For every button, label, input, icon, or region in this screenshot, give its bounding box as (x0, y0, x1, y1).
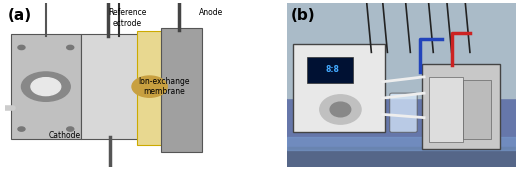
FancyBboxPatch shape (307, 57, 353, 83)
Text: (b): (b) (291, 8, 316, 23)
FancyBboxPatch shape (390, 93, 417, 132)
Text: Ion-exchange
membrane: Ion-exchange membrane (138, 77, 190, 96)
FancyBboxPatch shape (137, 31, 163, 145)
FancyBboxPatch shape (81, 34, 138, 139)
Text: 8:8: 8:8 (326, 65, 339, 74)
Bar (287, 3, 516, 98)
Text: Anode: Anode (199, 8, 223, 17)
Circle shape (21, 72, 70, 101)
Circle shape (132, 76, 167, 97)
FancyBboxPatch shape (429, 77, 463, 142)
Text: Cathode: Cathode (49, 131, 81, 140)
Text: (a): (a) (8, 8, 32, 23)
Circle shape (18, 45, 25, 50)
FancyBboxPatch shape (10, 34, 81, 139)
Circle shape (320, 95, 361, 124)
Bar (287, 137, 516, 150)
Circle shape (67, 45, 74, 50)
Circle shape (31, 78, 61, 96)
Bar (287, 147, 516, 167)
Text: Reference
ectrode: Reference ectrode (108, 8, 146, 28)
FancyBboxPatch shape (293, 44, 385, 132)
Circle shape (18, 127, 25, 131)
FancyBboxPatch shape (463, 80, 491, 139)
FancyBboxPatch shape (161, 28, 202, 152)
Circle shape (330, 102, 351, 117)
Circle shape (67, 127, 74, 131)
FancyBboxPatch shape (422, 64, 500, 149)
